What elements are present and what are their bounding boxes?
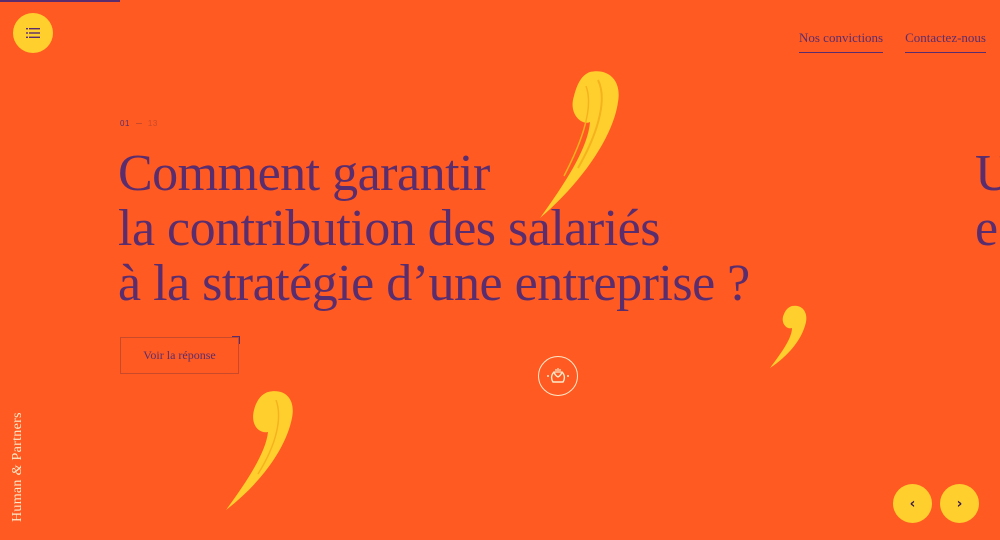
nav-link-contact[interactable]: Contactez-nous (905, 30, 986, 53)
slide-total: 13 (147, 119, 158, 128)
brand-name-part: Partners (10, 412, 25, 465)
slide-headline: Comment garantir la contribution des sal… (118, 146, 750, 311)
slide-counter: 01 13 (120, 119, 158, 128)
previous-slide-button[interactable]: ‹ (893, 484, 932, 523)
slide-current: 01 (120, 119, 130, 128)
see-answer-label: Voir la réponse (143, 348, 216, 362)
brush-stroke-large (540, 71, 619, 218)
brush-stroke-bottom (226, 391, 293, 510)
chevron-left-icon: ‹ (909, 495, 916, 512)
nav-link-convictions[interactable]: Nos convictions (798, 30, 884, 53)
menu-button[interactable] (13, 13, 53, 53)
next-headline-line: e (975, 200, 999, 257)
counter-separator (135, 123, 142, 124)
chevron-right-icon: › (956, 495, 963, 512)
hands-emblem-icon (547, 368, 569, 383)
headline-line: la contribution des salariés (118, 200, 660, 257)
progress-line (0, 0, 120, 2)
brush-stroke-small (770, 305, 807, 368)
brand-wordmark[interactable]: Human & Partners (10, 412, 26, 522)
next-slide-button[interactable]: › (940, 484, 979, 523)
next-headline-line: U (975, 145, 1000, 202)
headline-line: Comment garantir (118, 145, 490, 202)
hamburger-icon (26, 28, 40, 38)
next-slide-headline-peek: U e (975, 146, 1000, 256)
button-corner-accent (232, 336, 240, 344)
brand-ampersand: & (10, 464, 25, 476)
brand-name-part: Human (10, 475, 25, 522)
hands-emblem-button[interactable] (538, 356, 578, 396)
see-answer-button[interactable]: Voir la réponse (120, 336, 240, 374)
headline-line: à la stratégie d’une entreprise ? (118, 255, 750, 312)
top-navigation: Nos convictions Contactez-nous (798, 30, 986, 53)
